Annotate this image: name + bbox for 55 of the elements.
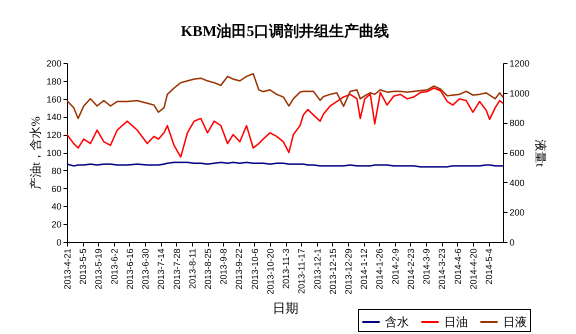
x-tick-label: 2013-12-29 <box>344 248 354 295</box>
x-tick-label: 2014-4-6 <box>452 248 463 285</box>
legend-label: 含水 <box>385 315 409 329</box>
x-tick-label: 2014-3-23 <box>437 248 448 290</box>
y2-tick-label: 800 <box>510 118 525 128</box>
legend-label: 日液 <box>503 315 527 329</box>
x-tick-label: 2013-5-5 <box>78 248 88 285</box>
y2-tick-label: 0 <box>510 238 515 248</box>
y-tick-label: 60 <box>51 184 62 194</box>
x-tick-label: 2013-11-3 <box>281 248 292 289</box>
chart-title: KBM油田5口调剖井组生产曲线 <box>180 22 390 40</box>
x-tick-label: 2013-6-2 <box>109 248 120 285</box>
y-tick-label: 40 <box>51 202 62 212</box>
x-tick-label: 2014-5-4 <box>484 248 494 285</box>
x-tick-label: 2013-10-6 <box>250 248 260 290</box>
x-tick-label: 2014-1-26 <box>374 248 385 290</box>
x-tick-label: 2013-6-30 <box>140 248 151 290</box>
y-tick-label: 100 <box>46 148 62 158</box>
x-tick-label: 2013-10-20 <box>265 248 276 295</box>
y2-tick-label: 200 <box>510 208 525 218</box>
y-tick-label: 180 <box>46 76 62 86</box>
x-tick-label: 2013-6-16 <box>124 248 135 290</box>
y2-axis-title: 液量t <box>534 139 548 168</box>
y2-tick-label: 1200 <box>510 58 530 68</box>
x-tick-label: 2013-7-14 <box>156 248 166 290</box>
x-axis-title: 日期 <box>272 300 298 316</box>
line-series <box>66 87 504 158</box>
y-tick-label: 0 <box>56 238 62 248</box>
x-tick-label: 2013-9-8 <box>218 248 229 285</box>
x-tick-label: 2013-12-1 <box>312 248 322 290</box>
x-tick-label: 2013-9-22 <box>234 248 244 290</box>
x-tick-label: 2014-2-9 <box>390 248 400 285</box>
y2-tick-label: 1000 <box>510 88 530 98</box>
x-tick-label: 2013-5-19 <box>94 248 104 290</box>
y2-tick-label: 600 <box>510 148 525 158</box>
x-tick-label: 2013-12-15 <box>328 248 338 295</box>
y2-tick-label: 400 <box>510 178 525 188</box>
y-tick-label: 120 <box>46 130 62 140</box>
x-tick-label: 2014-2-23 <box>406 248 416 290</box>
x-tick-label: 2013-4-21 <box>62 248 72 290</box>
y-tick-label: 160 <box>46 94 62 104</box>
x-tick-label: 2014-1-12 <box>359 248 370 290</box>
x-tick-label: 2014-3-9 <box>422 248 432 285</box>
x-tick-label: 2013-8-11 <box>187 248 198 289</box>
y-tick-label: 20 <box>51 220 62 230</box>
x-tick-label: 2014-4-20 <box>468 248 478 290</box>
legend-label: 日油 <box>444 315 468 329</box>
x-tick-label: 2013-8-25 <box>203 248 213 290</box>
x-tick-label: 2013-7-28 <box>172 248 182 290</box>
line-series <box>66 72 504 120</box>
y-tick-label: 80 <box>51 166 62 176</box>
y-tick-label: 200 <box>46 58 62 68</box>
y-axis-title: 产油t，含水% <box>28 116 42 190</box>
x-tick-label: 2013-11-17 <box>296 248 307 294</box>
y-tick-label: 140 <box>46 112 62 122</box>
